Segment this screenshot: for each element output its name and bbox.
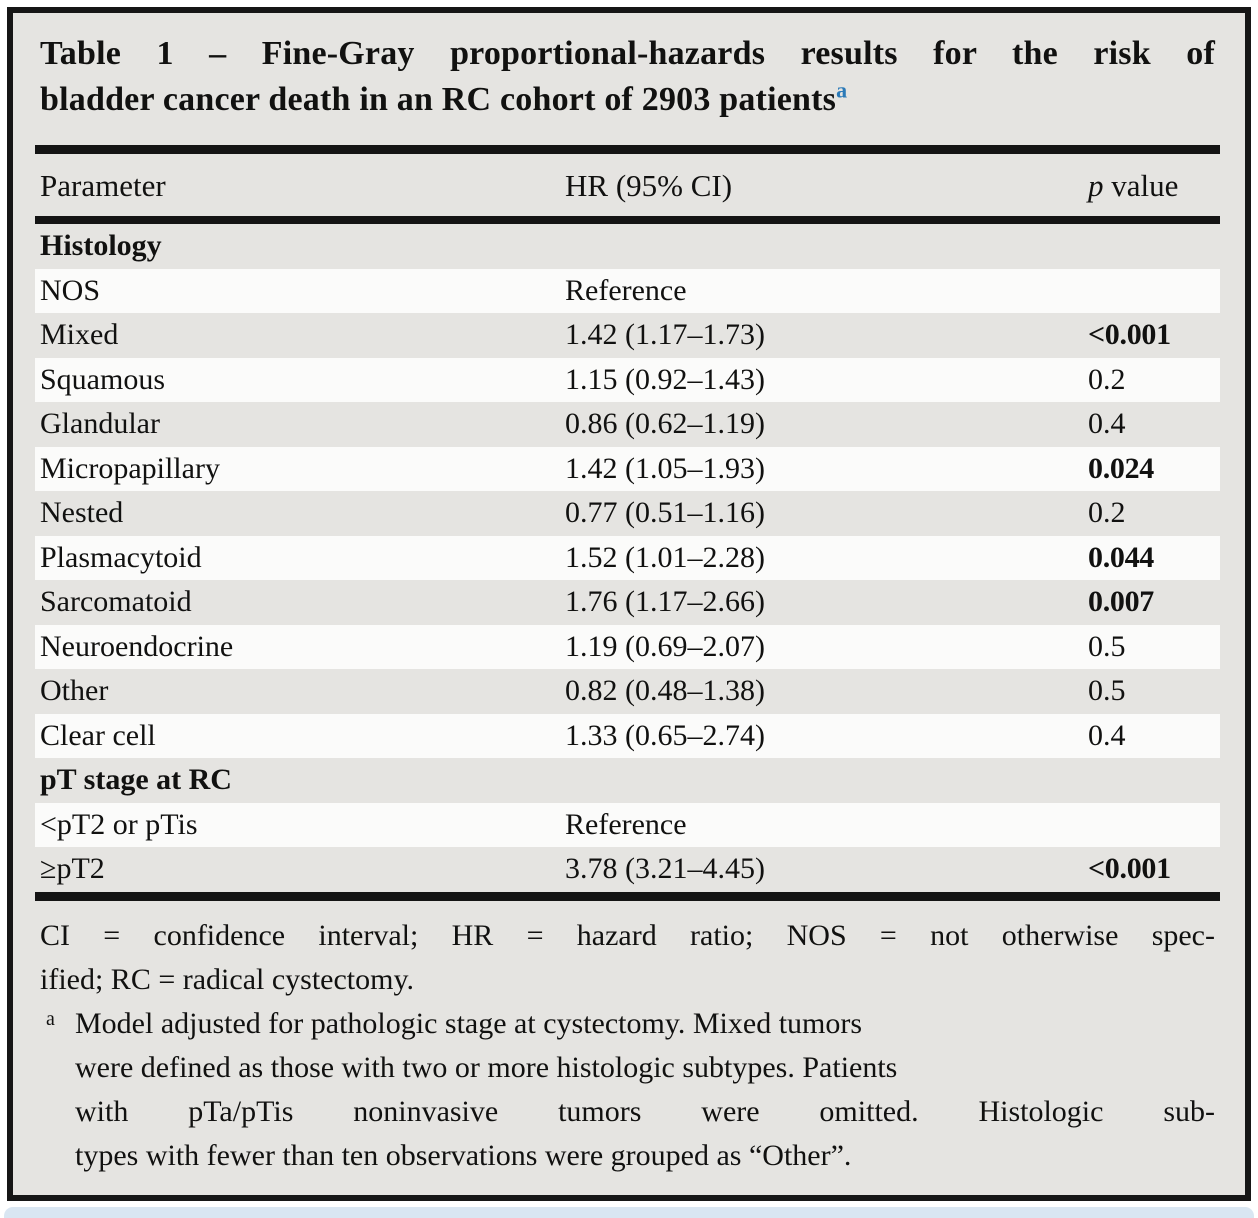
table-row-glandular: Glandular 0.86 (0.62–1.19) 0.4 (40, 407, 1126, 441)
footnote-marker-a-title: a (836, 77, 848, 103)
table-row-ge-pt2: ≥pT2 3.78 (3.21–4.45) <0.001 (40, 852, 1171, 886)
table-row-lt-pt2: <pT2 or pTis Reference (35, 802, 1220, 847)
table-row-nos: NOS Reference (35, 268, 1220, 313)
column-header-hr: HR (95% CI) (565, 168, 733, 203)
table-title-line2: bladder cancer death in an RC cohort of … (40, 77, 848, 118)
footnote-a-line3: with pTa/pTis noninvasive tumors were om… (75, 1094, 1215, 1128)
table-row-other: Other 0.82 (0.48–1.38) 0.5 (40, 674, 1126, 708)
column-header-parameter: Parameter (40, 168, 166, 203)
footnote-a: a Model adjusted for pathologic stage at… (40, 1002, 1215, 1178)
column-header-pvalue: p value (1088, 168, 1179, 203)
footnote-a-line4: types with fewer than ten observations w… (75, 1138, 852, 1172)
table-row-plasmacytoid: Plasmacytoid 1.52 (1.01–2.28) 0.044 (35, 535, 1220, 580)
table-row-nested: Nested 0.77 (0.51–1.16) 0.2 (40, 496, 1126, 530)
table-row-squamous: Squamous 1.15 (0.92–1.43) 0.2 (35, 357, 1220, 402)
table-row-pt-stage: pT stage at RC (40, 763, 232, 797)
table-frame: Table 1 – Fine-Gray proportional-hazards… (7, 7, 1251, 1201)
footnote-a-line2: were defined as those with two or more h… (75, 1050, 898, 1084)
table-body: Histology NOS Reference Mixed 1.42 (1.17… (35, 224, 1220, 892)
footnotes: CI = confidence interval; HR = hazard ra… (40, 914, 1215, 1178)
table-title-line1: Table 1 – Fine-Gray proportional-hazards… (40, 35, 1215, 72)
table-row-clear-cell: Clear cell 1.33 (0.65–2.74) 0.4 (35, 713, 1220, 758)
rule-below-table (35, 891, 1220, 901)
table-row-sarcomatoid: Sarcomatoid 1.76 (1.17–2.66) 0.007 (40, 585, 1155, 619)
footnote-marker-a: a (46, 1007, 55, 1030)
footnote-a-line1: Model adjusted for pathologic stage at c… (75, 1006, 863, 1040)
footnote-abbreviations: CI = confidence interval; HR = hazard ra… (40, 914, 1215, 1002)
table-row-histology: Histology (40, 229, 162, 263)
table-row-mixed: Mixed 1.42 (1.17–1.73) <0.001 (40, 318, 1171, 352)
rule-below-header (35, 216, 1220, 224)
footnote-abbrev-line2: ified; RC = radical cystectomy. (40, 962, 415, 996)
table-header-row: Parameter HR (95% CI) p value (35, 154, 1220, 216)
footnote-abbrev-line1: CI = confidence interval; HR = hazard ra… (40, 918, 1215, 952)
next-panel-edge (4, 1207, 1254, 1218)
table-row-micropapillary: Micropapillary 1.42 (1.05–1.93) 0.024 (35, 446, 1220, 491)
table-title: Table 1 – Fine-Gray proportional-hazards… (40, 31, 1215, 123)
rule-below-title (35, 145, 1220, 154)
table-row-neuroendocrine: Neuroendocrine 1.19 (0.69–2.07) 0.5 (35, 624, 1220, 669)
footnote-a-text: Model adjusted for pathologic stage at c… (75, 1002, 1215, 1178)
